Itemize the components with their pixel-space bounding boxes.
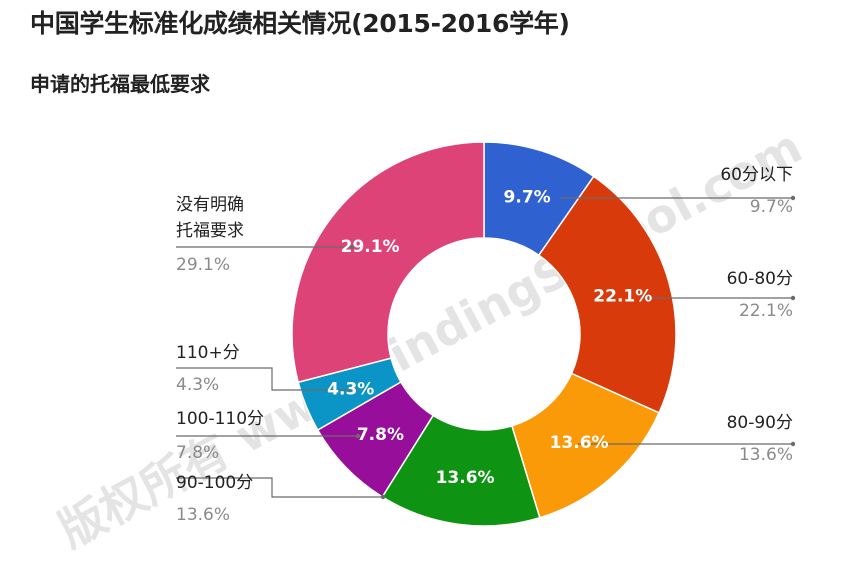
legend-percent-0: 9.7% [750,197,793,217]
slice-label-5: 4.3% [327,380,374,400]
leader-dot-4 [355,433,361,439]
legend-label-6-0: 没有明确 [176,195,244,215]
slice-6 [291,141,485,384]
legend-label-4: 100-110分 [176,409,264,429]
slice-label-6: 29.1% [341,237,400,257]
slice-label-3: 13.6% [436,468,495,488]
leader-line-3 [176,477,383,498]
page-title: 中国学生标准化成绩相关情况(2015-2016学年) [30,9,570,38]
legend-percent-6: 29.1% [176,255,230,275]
slice-label-1: 22.1% [593,287,652,307]
leader-dot-3 [380,494,386,500]
slice-label-0: 9.7% [504,188,551,208]
slice-label-2: 13.6% [550,433,609,453]
slice-label-4: 7.8% [357,425,404,445]
legend-percent-5: 4.3% [176,375,219,395]
leader-dot-5 [352,387,358,393]
legend-label-1: 60-80分 [727,269,793,289]
slice-1 [537,175,677,414]
legend-percent-2: 13.6% [739,445,793,465]
legend-label-0: 60分以下 [720,165,793,185]
leader-dot-1 [790,295,796,301]
chart-subtitle: 申请的托福最低要求 [30,72,210,96]
leader-line-5 [176,367,355,391]
leader-dot-6 [349,244,355,250]
legend-label-5: 110+分 [176,343,240,363]
legend-percent-3: 13.6% [176,505,230,525]
legend-percent-1: 22.1% [739,301,793,321]
legend-label-6-1: 托福要求 [176,221,244,241]
legend-label-3: 90-100分 [176,473,253,493]
leader-dot-2 [790,441,796,447]
legend-label-2: 80-90分 [727,413,793,433]
legend-percent-4: 7.8% [176,443,219,463]
leader-dot-0 [790,195,796,201]
